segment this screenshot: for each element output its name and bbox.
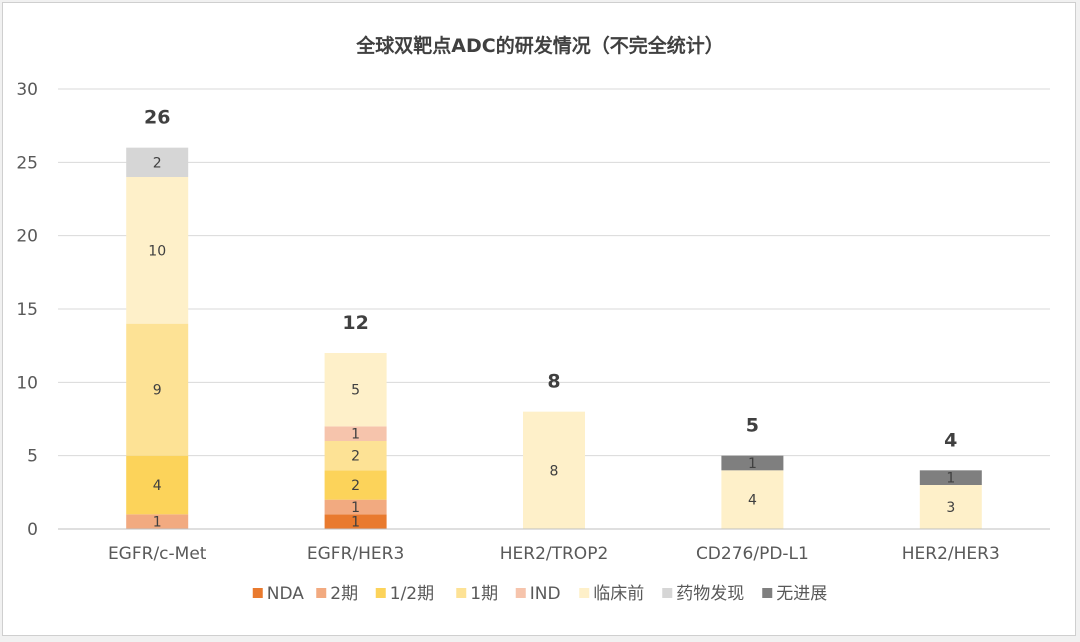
- x-tick-label: HER2/HER3: [902, 544, 1000, 564]
- data-label: 1: [351, 500, 360, 516]
- bar-segment: [126, 147, 189, 177]
- bar-segment: [919, 470, 982, 485]
- bar-segment: [721, 470, 784, 529]
- data-label: 2: [351, 449, 360, 465]
- x-tick-label: EGFR/HER3: [307, 544, 404, 564]
- gridlines: [58, 88, 1050, 457]
- data-label: 4: [153, 478, 162, 494]
- data-label: 4: [748, 493, 757, 509]
- data-label: 3: [946, 500, 955, 516]
- legend-label: IND: [530, 584, 561, 604]
- legend-swatch: [762, 588, 773, 598]
- y-tick-label: 30: [16, 80, 38, 100]
- bar-segment: [324, 353, 387, 427]
- x-tick-label: CD276/PD-L1: [696, 544, 809, 564]
- bar-segment: [324, 499, 387, 515]
- bar-segment: [126, 514, 189, 529]
- y-tick-label: 20: [16, 227, 38, 247]
- legend-label: 临床前: [593, 584, 644, 604]
- total-label: 12: [342, 312, 368, 334]
- legend-swatch: [456, 588, 467, 598]
- bar-segment: [324, 470, 387, 500]
- legend-swatch: [316, 588, 327, 598]
- data-label: 10: [148, 243, 166, 259]
- bar-segment: [126, 177, 189, 324]
- legend-label: NDA: [267, 584, 305, 604]
- legend-label: 1/2期: [390, 584, 434, 604]
- bar-segment: [324, 514, 387, 529]
- legend-swatch: [515, 588, 526, 598]
- legend: NDA 2期 1/2期 1期 IND 临床前 药物发现 无进展: [252, 584, 827, 604]
- data-label: 8: [550, 463, 559, 479]
- bar-segment: [721, 455, 784, 471]
- bar-segment: [523, 411, 585, 529]
- x-tick-label: HER2/TROP2: [500, 544, 609, 564]
- data-label: 1: [351, 427, 360, 443]
- data-label: 1: [748, 456, 757, 472]
- legend-swatch: [662, 588, 673, 598]
- legend-swatch: [252, 588, 263, 598]
- data-label: 5: [351, 383, 360, 399]
- data-label: 2: [153, 155, 162, 171]
- bar-segment: [126, 323, 189, 456]
- bar-segment: [324, 441, 387, 471]
- total-label: 5: [746, 415, 759, 437]
- bar-segment: [919, 485, 982, 529]
- legend-label: 药物发现: [676, 584, 744, 604]
- legend-label: 1期: [470, 584, 498, 604]
- x-tick-label: EGFR/c-Met: [108, 544, 207, 564]
- data-label: 2: [351, 478, 360, 494]
- legend-label: 无进展: [776, 584, 827, 604]
- bar-segment: [324, 426, 387, 441]
- data-label: 1: [351, 515, 360, 531]
- data-label: 9: [153, 383, 162, 399]
- chart-title: 全球双靶点ADC的研发情况（不完全统计）: [355, 34, 723, 57]
- y-tick-label: 5: [27, 447, 38, 467]
- data-label: 1: [153, 515, 162, 531]
- y-tick-label: 0: [27, 520, 38, 540]
- total-label: 8: [547, 371, 560, 393]
- y-tick-label: 15: [16, 300, 38, 320]
- total-label: 4: [944, 429, 957, 451]
- y-tick-label: 10: [16, 373, 38, 393]
- total-label: 26: [144, 107, 170, 129]
- y-tick-label: 25: [16, 153, 38, 173]
- data-label: 1: [946, 471, 955, 487]
- legend-swatch: [579, 588, 590, 598]
- legend-label: 2期: [330, 584, 358, 604]
- bar-segment: [126, 455, 189, 515]
- legend-swatch: [375, 588, 386, 598]
